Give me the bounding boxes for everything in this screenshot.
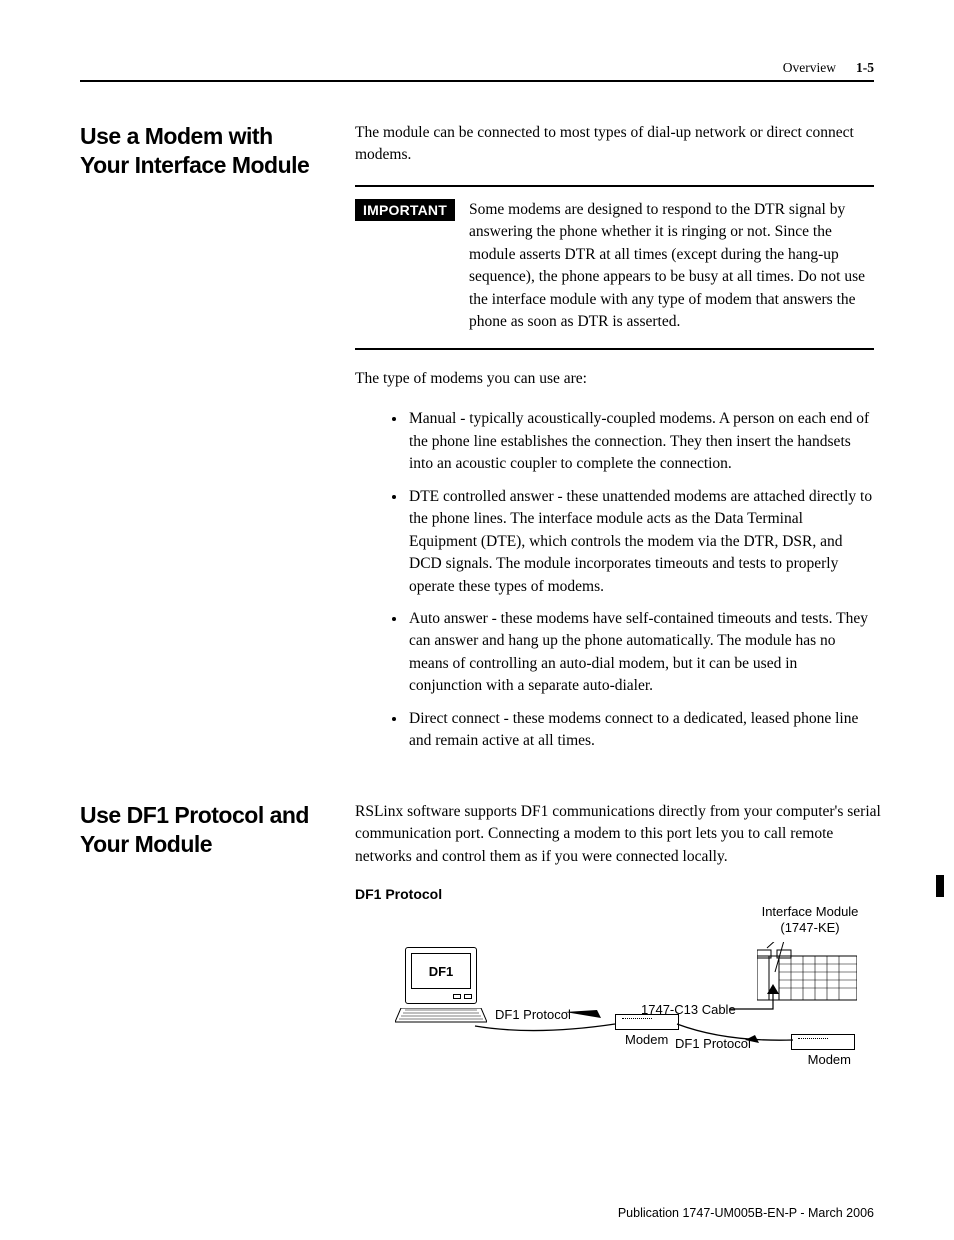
page-header: Overview 1-5: [80, 60, 874, 82]
header-section: Overview: [783, 60, 836, 76]
footer-publication: Publication 1747-UM005B-EN-P - March 200…: [618, 1206, 874, 1220]
list-item: Auto answer - these modems have self-con…: [407, 608, 874, 698]
interface-module-label: Interface Module (1747-KE): [755, 904, 865, 935]
modem-right-icon: [791, 1034, 855, 1050]
computer-screen-label: DF1: [411, 953, 471, 989]
df1-intro: RSLinx software supports DF1 communicati…: [355, 801, 885, 868]
important-label: IMPORTANT: [355, 199, 455, 221]
section-title-df1: Use DF1 Protocol and Your Module: [80, 801, 325, 859]
change-bar: [936, 875, 944, 897]
important-text: Some modems are designed to respond to t…: [469, 199, 874, 334]
section-title-modem: Use a Modem with Your Interface Module: [80, 122, 325, 180]
rack-icon: [757, 942, 857, 1012]
section-df1: Use DF1 Protocol and Your Module RSLinx …: [80, 801, 874, 1092]
section-modem: Use a Modem with Your Interface Module T…: [80, 122, 874, 771]
important-callout: IMPORTANT Some modems are designed to re…: [355, 185, 874, 350]
modem-list-intro: The type of modems you can use are:: [355, 368, 874, 390]
figure-title: DF1 Protocol: [355, 886, 885, 902]
modem-type-list: Manual - typically acoustically-coupled …: [355, 408, 874, 753]
list-item: Manual - typically acoustically-coupled …: [407, 408, 874, 475]
modem-intro: The module can be connected to most type…: [355, 122, 874, 167]
computer-icon: DF1: [405, 947, 477, 1004]
df1-protocol-label-2: DF1 Protocol: [675, 1036, 751, 1052]
df1-diagram: Interface Module (1747-KE) DF1: [375, 912, 885, 1092]
modem-label-2: Modem: [808, 1052, 851, 1068]
keyboard-icon: [395, 1008, 487, 1028]
header-page-number: 1-5: [856, 60, 874, 76]
df1-protocol-label-1: DF1 Protocol: [495, 1007, 571, 1023]
modem-label-1: Modem: [625, 1032, 668, 1048]
list-item: Direct connect - these modems connect to…: [407, 708, 874, 753]
list-item: DTE controlled answer - these unattended…: [407, 486, 874, 598]
cable-label: 1747-C13 Cable: [641, 1002, 736, 1018]
